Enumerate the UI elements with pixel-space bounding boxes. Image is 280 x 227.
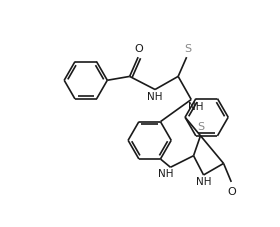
Text: NH: NH	[158, 169, 174, 179]
Text: NH: NH	[196, 176, 211, 186]
Text: O: O	[134, 44, 143, 54]
Text: S: S	[184, 43, 191, 53]
Text: NH: NH	[147, 92, 163, 102]
Text: S: S	[198, 121, 205, 131]
Text: O: O	[228, 186, 236, 196]
Text: NH: NH	[188, 101, 204, 111]
